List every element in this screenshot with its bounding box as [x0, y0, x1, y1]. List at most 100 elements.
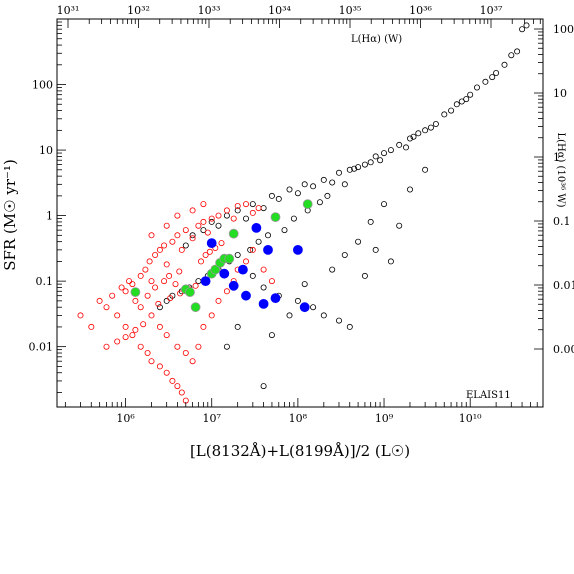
series-1-point: [146, 258, 153, 265]
series-2-point: [224, 253, 235, 264]
series-1-point: [148, 358, 155, 365]
series-1-point: [230, 215, 237, 222]
right-tick-label: 10: [553, 87, 567, 100]
series-1-point: [132, 297, 139, 304]
series-1-point: [122, 323, 129, 330]
series-0-point: [268, 332, 275, 339]
series-1-point: [122, 334, 129, 341]
series-1-point: [208, 312, 215, 319]
y-tick-label: 0.01: [29, 341, 54, 354]
series-0-point: [324, 192, 331, 199]
series-0-point: [200, 227, 207, 234]
series-1-point: [156, 363, 163, 370]
series-0-point: [501, 61, 508, 68]
series-1-point: [234, 202, 241, 209]
series-0-point: [453, 101, 460, 108]
series-1-point: [163, 222, 170, 229]
series-0-point: [427, 124, 434, 131]
x-tick-label: 10¹⁰: [459, 412, 482, 425]
series-0-point: [514, 48, 521, 55]
series-0-point: [396, 222, 403, 229]
series-1-point: [166, 272, 173, 279]
series-1-point: [204, 229, 211, 236]
series-0-point: [234, 251, 241, 258]
series-1-point: [77, 312, 84, 319]
series-3-point: [200, 276, 211, 287]
series-3-point: [258, 298, 269, 309]
right-axis-title: L(Hα) (10³⁶ W): [555, 132, 566, 207]
series-1-point: [200, 201, 207, 208]
series-0-point: [406, 135, 413, 142]
series-1-point: [249, 246, 256, 253]
tick-layer: [57, 19, 544, 407]
series-3-point: [228, 280, 239, 291]
series-1-point: [169, 377, 176, 384]
series-1-point: [114, 338, 121, 345]
right-tick-label: 0.01: [553, 279, 574, 292]
series-1-point: [206, 248, 213, 255]
series-1-point: [163, 332, 170, 339]
series-1-point: [163, 369, 170, 376]
series-1-point: [169, 238, 176, 245]
series-0-point: [410, 133, 417, 140]
series-1-point: [195, 222, 202, 229]
y-axis-title: SFR (M☉ yr⁻¹): [1, 159, 19, 271]
series-3-point: [263, 244, 273, 255]
series-1-point: [88, 323, 95, 330]
series-0-point: [361, 272, 368, 279]
series-1-point: [163, 261, 170, 268]
series-3-point: [292, 244, 303, 255]
series-1-point: [178, 246, 185, 253]
series-1-point: [200, 218, 207, 225]
series-0-point: [255, 238, 262, 245]
series-3-point: [299, 302, 310, 313]
series-0-point: [387, 147, 394, 154]
series-0-point: [422, 127, 429, 134]
top-tick-label: 10³¹: [57, 4, 80, 17]
series-1-point: [172, 281, 179, 288]
series-0-point: [367, 159, 374, 166]
series-0-point: [290, 215, 297, 222]
series-0-point: [367, 218, 374, 225]
series-0-point: [335, 317, 342, 324]
right-tick-label: 100: [553, 23, 574, 36]
series-0-point: [189, 232, 196, 239]
series-2-point: [270, 212, 281, 223]
series-0-point: [260, 383, 267, 390]
series-0-point: [355, 238, 362, 245]
series-0-point: [432, 121, 439, 128]
annotation-label: ELAIS11: [466, 390, 511, 401]
series-1-point: [223, 207, 230, 214]
series-0-point: [316, 199, 323, 206]
series-0-point: [301, 281, 308, 288]
series-1-point: [152, 251, 159, 258]
series-0-point: [329, 266, 336, 273]
series-1-point: [129, 281, 136, 288]
series-0-point: [223, 343, 230, 350]
series-1-point: [195, 343, 202, 350]
series-0-point: [361, 161, 368, 168]
series-0-point: [355, 164, 362, 171]
series-1-point: [103, 343, 110, 350]
series-0-point: [275, 195, 282, 202]
series-0-point: [268, 192, 275, 199]
series-0-point: [341, 181, 348, 188]
series-1-point: [148, 278, 155, 285]
plot-frame: [56, 18, 544, 408]
series-0-point: [234, 323, 241, 330]
series-1-point: [200, 323, 207, 330]
series-1-point: [189, 207, 196, 214]
series-0-point: [422, 166, 429, 173]
series-1-point: [155, 300, 162, 307]
series-1-point: [129, 332, 136, 339]
x-tick-label: 10⁹: [375, 412, 394, 425]
series-0-point: [441, 111, 448, 118]
series-0-point: [249, 201, 256, 208]
series-0-point: [482, 78, 489, 85]
series-0-point: [182, 242, 189, 249]
series-0-point: [260, 205, 267, 212]
top-tick-label: 10³⁴: [268, 4, 291, 17]
series-0-point: [329, 179, 336, 186]
series-0-point: [294, 297, 301, 304]
series-1-point: [182, 227, 189, 234]
